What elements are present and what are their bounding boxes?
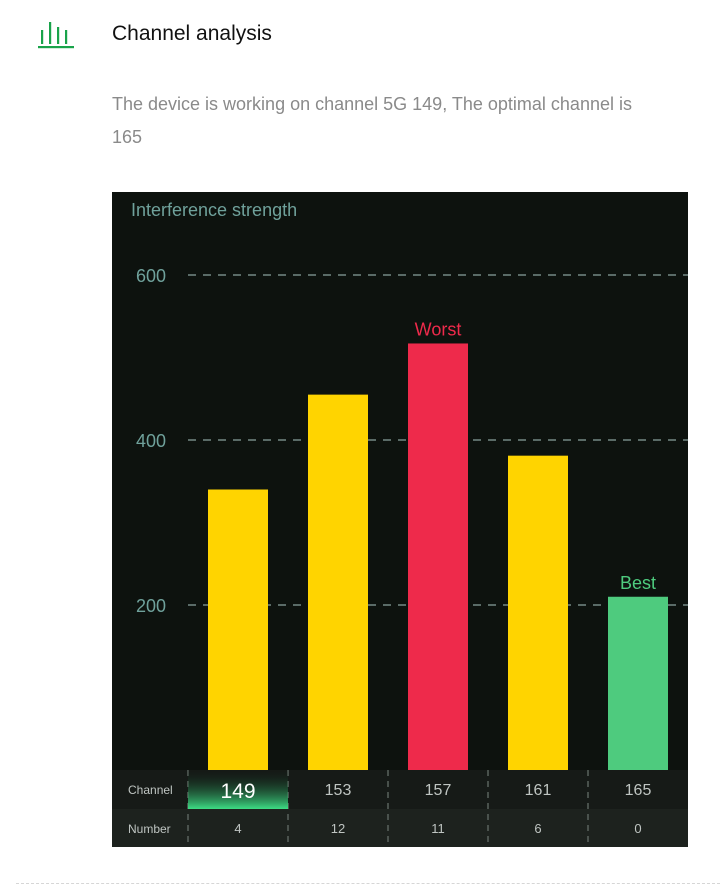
number-value-157: 11 (431, 821, 445, 836)
row-label-channel: Channel (128, 783, 173, 797)
interference-chart: Interference strength 200 400 600 Worst Best C… (112, 192, 688, 847)
number-value-149: 4 (234, 821, 241, 836)
bar-165 (608, 596, 668, 770)
bar-annotation-best: Best (620, 573, 656, 593)
channel-label-157: 157 (425, 782, 452, 799)
channel-label-161: 161 (525, 782, 552, 799)
y-tick-label: 200 (136, 596, 166, 616)
bar-161 (508, 455, 568, 770)
channel-label-153: 153 (325, 782, 352, 799)
y-tick-label: 600 (136, 266, 166, 286)
bar-149 (208, 489, 268, 770)
bottom-divider (16, 883, 720, 884)
bar-157 (408, 343, 468, 770)
y-tick-label: 400 (136, 431, 166, 451)
chart-canvas: Interference strength 200 400 600 Worst Best C… (112, 200, 688, 847)
channel-label-165: 165 (625, 782, 652, 799)
number-row-background (112, 809, 688, 847)
bar-annotation-worst: Worst (415, 319, 462, 339)
bar-chart-icon (38, 22, 74, 49)
number-value-161: 6 (534, 821, 541, 836)
channel-label-149: 149 (220, 780, 255, 803)
number-value-165: 0 (634, 821, 641, 836)
chart-title: Interference strength (131, 200, 297, 220)
channel-description: The device is working on channel 5G 149,… (112, 94, 632, 147)
section-title: Channel analysis (112, 22, 272, 45)
row-label-number: Number (128, 822, 171, 836)
bar-153 (308, 394, 368, 770)
current-channel-highlight (188, 770, 288, 809)
number-value-153: 12 (331, 821, 345, 836)
